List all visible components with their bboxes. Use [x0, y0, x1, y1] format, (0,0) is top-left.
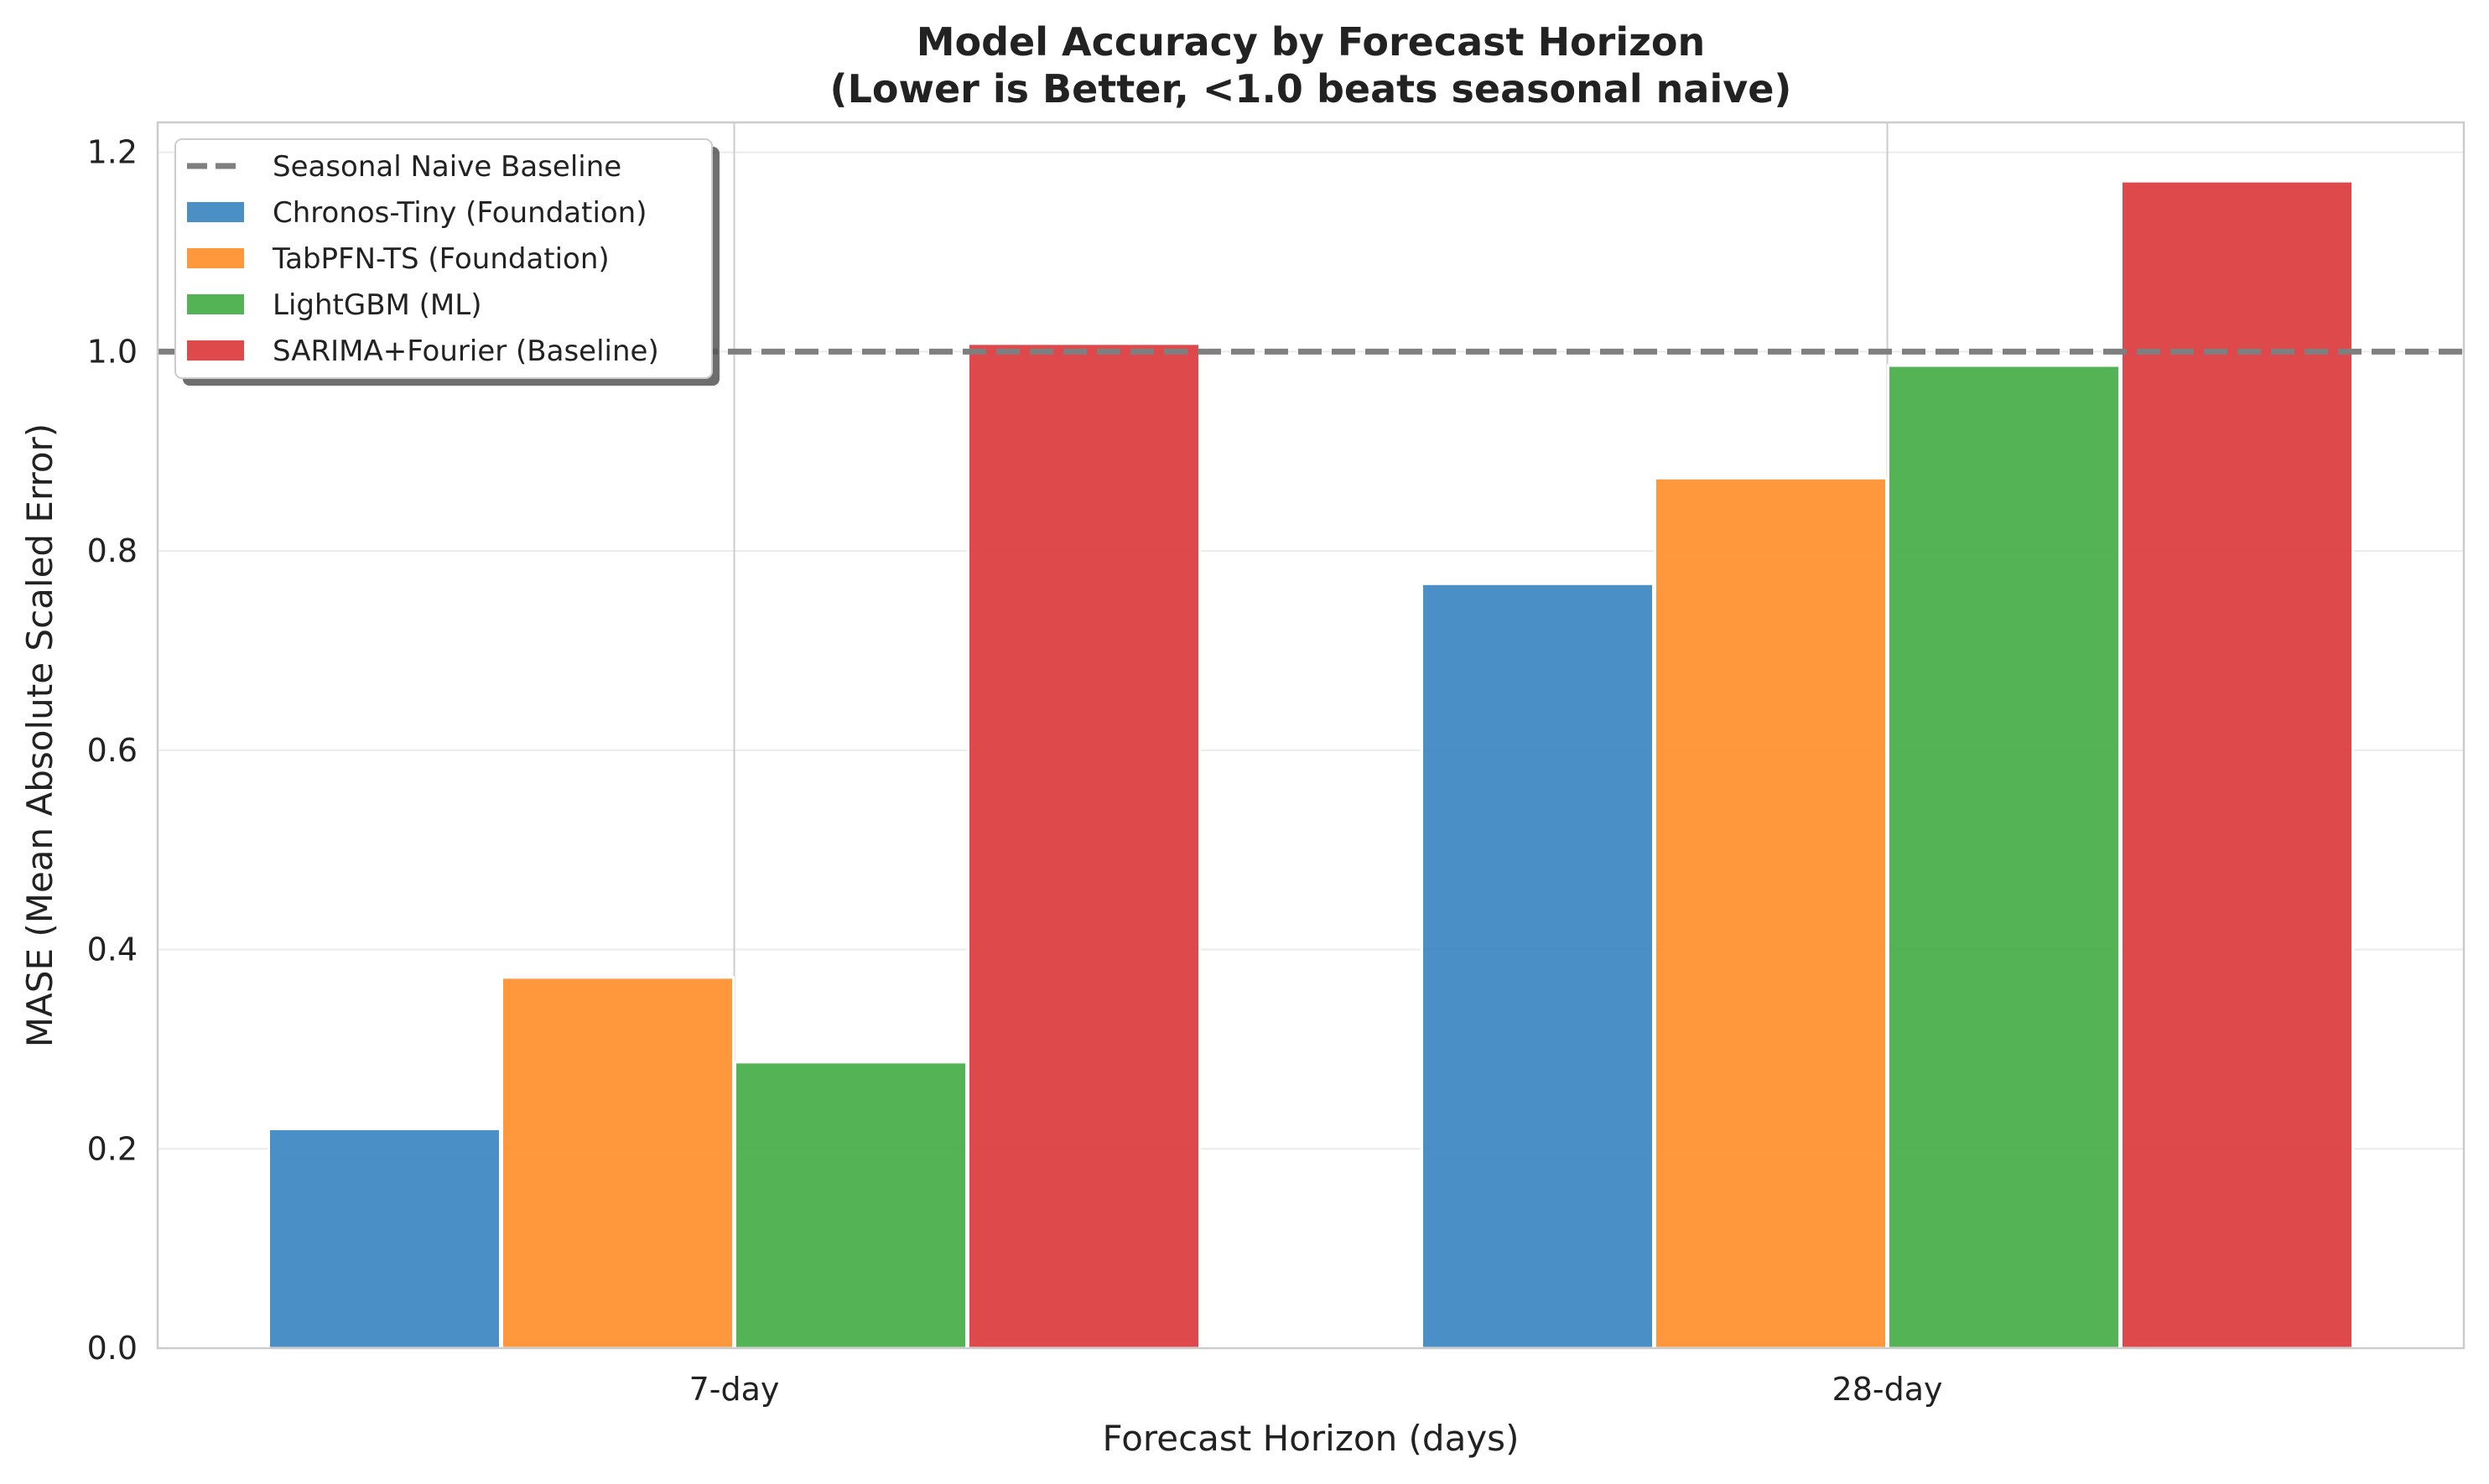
bars	[268, 179, 2354, 1350]
y-tick-label: 1.2	[87, 134, 138, 171]
plot-frame	[156, 121, 2466, 1350]
bar	[1421, 582, 1655, 1350]
y-axis: 0.0 0.2 0.4 0.6 0.8 1.0 1.2	[87, 134, 138, 1367]
bar	[734, 1061, 968, 1350]
chart-title: Model Accuracy by Forecast Horizon	[917, 19, 1706, 65]
x-axis-label: Forecast Horizon (days)	[1103, 1418, 1520, 1459]
chart-subtitle: (Lower is Better, <1.0 beats seasonal na…	[830, 66, 1792, 112]
legend-label: SARIMA+Fourier (Baseline)	[273, 335, 659, 368]
y-tick-label: 0.0	[87, 1330, 138, 1367]
y-tick-label: 0.2	[87, 1130, 138, 1167]
bar	[967, 342, 1201, 1350]
legend-swatch	[187, 202, 244, 222]
legend-swatch	[187, 248, 244, 268]
legend-swatch	[187, 294, 244, 314]
y-tick-label: 0.8	[87, 532, 138, 569]
x-axis: 7-day 28-day	[689, 1371, 1943, 1408]
legend-box	[174, 138, 713, 379]
y-tick-label: 0.4	[87, 931, 138, 968]
bar	[2120, 179, 2354, 1350]
bar	[268, 1128, 501, 1350]
y-tick-label: 0.6	[87, 732, 138, 769]
bar	[1654, 476, 1888, 1350]
legend-label: TabPFN-TS (Foundation)	[272, 242, 610, 276]
legend-label: Chronos-Tiny (Foundation)	[273, 196, 647, 230]
x-tick-label: 7-day	[689, 1371, 780, 1408]
x-tick-label: 28-day	[1832, 1371, 1943, 1408]
bar	[1887, 364, 2121, 1350]
legend-swatch	[187, 340, 244, 361]
legend: Seasonal Naive Baseline Chronos-Tiny (Fou…	[174, 138, 720, 386]
legend-label: Seasonal Naive Baseline	[273, 150, 621, 184]
y-axis-label: MASE (Mean Absolute Scaled Error)	[19, 423, 60, 1047]
bar	[501, 976, 735, 1350]
legend-label: LightGBM (ML)	[273, 288, 481, 322]
y-tick-label: 1.0	[87, 333, 138, 370]
